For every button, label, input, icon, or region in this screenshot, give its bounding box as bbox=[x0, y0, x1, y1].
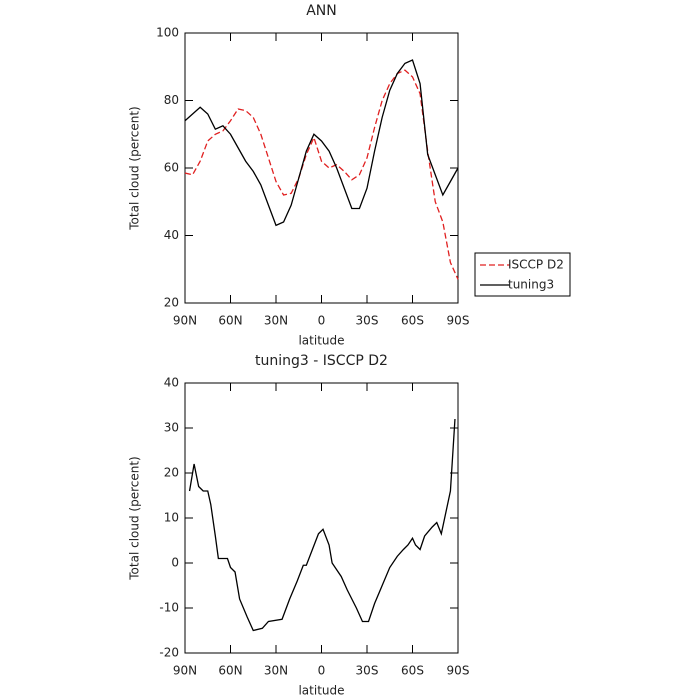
plot-frame bbox=[184, 382, 459, 654]
chart-title: ANN bbox=[306, 3, 337, 19]
x-tick-label: 90S bbox=[447, 314, 470, 328]
x-tick-label: 90N bbox=[173, 664, 197, 678]
y-tick-label: 40 bbox=[164, 228, 179, 242]
y-tick-label: 10 bbox=[164, 511, 179, 525]
x-tick-label: 30N bbox=[264, 664, 288, 678]
x-tick-label: 90S bbox=[447, 664, 470, 678]
x-tick-label: 0 bbox=[318, 664, 326, 678]
y-tick-label: 20 bbox=[164, 296, 179, 310]
legend-label: ISCCP D2 bbox=[508, 258, 564, 272]
x-tick-label: 60N bbox=[218, 664, 242, 678]
y-tick-label: 20 bbox=[164, 466, 179, 480]
data-line bbox=[184, 69, 459, 280]
x-tick-label: 90N bbox=[173, 314, 197, 328]
legend-box bbox=[474, 252, 571, 297]
x-tick-label: 60S bbox=[401, 314, 424, 328]
y-tick-label: -20 bbox=[159, 646, 179, 660]
x-axis-label: latitude bbox=[298, 684, 344, 698]
legend-label: tuning3 bbox=[508, 278, 554, 292]
chart-title: tuning3 - ISCCP D2 bbox=[255, 353, 388, 369]
y-tick-label: 0 bbox=[171, 556, 179, 570]
x-axis-label: latitude bbox=[298, 334, 344, 348]
y-tick-label: 60 bbox=[164, 161, 179, 175]
data-line bbox=[188, 418, 456, 632]
y-tick-label: 40 bbox=[164, 376, 179, 390]
x-tick-label: 30S bbox=[356, 664, 379, 678]
y-axis-label: Total cloud (percent) bbox=[128, 106, 142, 230]
x-tick-label: 60N bbox=[218, 314, 242, 328]
y-axis-label: Total cloud (percent) bbox=[128, 456, 142, 580]
data-line bbox=[184, 59, 459, 227]
x-tick-label: 60S bbox=[401, 664, 424, 678]
y-tick-label: 100 bbox=[156, 26, 179, 40]
x-tick-label: 30S bbox=[356, 314, 379, 328]
y-tick-label: -10 bbox=[159, 601, 179, 615]
x-tick-label: 30N bbox=[264, 314, 288, 328]
y-tick-label: 30 bbox=[164, 421, 179, 435]
x-tick-label: 0 bbox=[318, 314, 326, 328]
y-tick-label: 80 bbox=[164, 93, 179, 107]
